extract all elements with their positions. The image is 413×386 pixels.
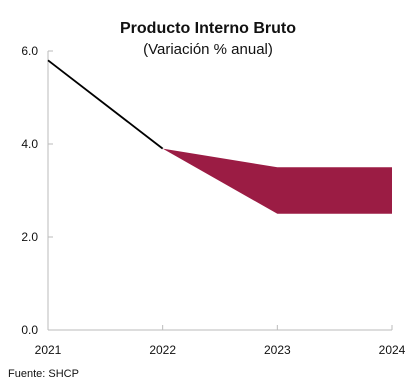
y-tick-label: 4.0 — [21, 137, 38, 151]
y-tick-label: 2.0 — [21, 230, 38, 244]
series-line — [47, 59, 164, 150]
x-tick-label: 2023 — [264, 343, 291, 357]
forecast-band — [162, 148, 392, 214]
y-tick-label: 6.0 — [21, 44, 38, 58]
x-tick-label: 2021 — [35, 343, 62, 357]
marks — [47, 59, 392, 214]
y-ticks: 0.0 2.0 4.0 6.0 — [21, 44, 53, 337]
source-note: Fuente: SHCP — [8, 368, 79, 380]
y-tick-label: 0.0 — [21, 323, 38, 337]
chart-subtitle: (Variación % anual) — [143, 41, 273, 58]
x-tick-label: 2022 — [149, 343, 176, 357]
chart-title: Producto Interno Bruto — [120, 20, 296, 37]
x-tick-label: 2024 — [379, 343, 406, 357]
x-ticks: 2021 2022 2023 2024 — [35, 325, 406, 357]
